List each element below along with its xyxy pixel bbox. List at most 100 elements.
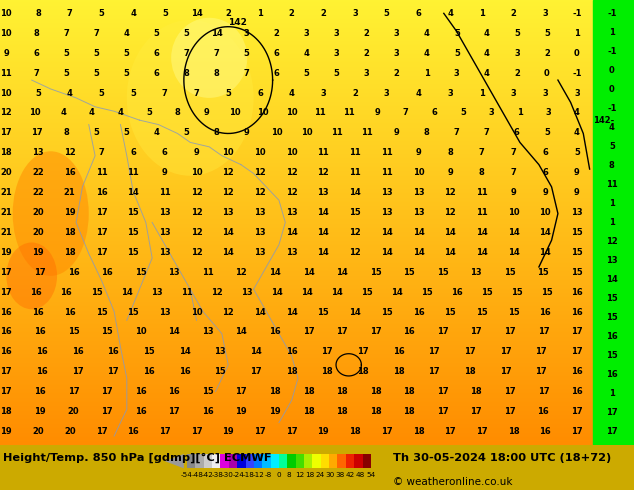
- Text: 13: 13: [254, 228, 266, 237]
- Text: 16: 16: [68, 268, 79, 277]
- Text: 18: 18: [336, 387, 348, 396]
- Text: 3: 3: [352, 9, 358, 18]
- Text: 14: 14: [250, 347, 262, 356]
- Text: 15: 15: [127, 248, 139, 257]
- Text: 18: 18: [403, 387, 415, 396]
- Text: 20: 20: [32, 427, 44, 436]
- Text: 9: 9: [394, 128, 399, 137]
- Text: 14: 14: [540, 228, 551, 237]
- Text: 17: 17: [336, 327, 348, 337]
- Text: 15: 15: [134, 268, 146, 277]
- Text: 14: 14: [191, 9, 202, 18]
- Text: 9: 9: [415, 148, 422, 157]
- Bar: [329, 454, 337, 468]
- Text: 17: 17: [101, 407, 113, 416]
- Text: 15: 15: [127, 308, 139, 317]
- Text: 18: 18: [305, 472, 314, 478]
- Text: 5: 5: [63, 49, 69, 58]
- Text: 12: 12: [210, 288, 223, 296]
- Text: 15: 15: [571, 248, 583, 257]
- Text: 9: 9: [574, 188, 580, 197]
- Text: 21: 21: [1, 208, 12, 217]
- Text: 3: 3: [364, 69, 370, 77]
- Text: 12: 12: [223, 308, 234, 317]
- Text: 14: 14: [120, 288, 133, 296]
- Text: 7: 7: [454, 128, 460, 137]
- Bar: [287, 454, 295, 468]
- Text: © weatheronline.co.uk: © weatheronline.co.uk: [393, 477, 512, 487]
- Text: 48: 48: [356, 472, 365, 478]
- Text: 17: 17: [437, 407, 448, 416]
- Text: -18: -18: [242, 472, 254, 478]
- Text: 5: 5: [225, 89, 231, 98]
- Text: 17: 17: [476, 427, 488, 436]
- Bar: [321, 454, 329, 468]
- Text: 8: 8: [34, 29, 39, 38]
- Text: 14: 14: [444, 248, 456, 257]
- Text: 12: 12: [64, 148, 75, 157]
- Bar: [245, 454, 254, 468]
- Text: 14: 14: [318, 228, 329, 237]
- Text: 4: 4: [153, 128, 159, 137]
- Text: 15: 15: [381, 308, 392, 317]
- Text: 6: 6: [415, 9, 422, 18]
- Text: 16: 16: [32, 308, 44, 317]
- Text: 5: 5: [514, 29, 520, 38]
- Text: 9: 9: [162, 168, 168, 177]
- Text: 16: 16: [571, 308, 583, 317]
- Text: 15: 15: [508, 308, 519, 317]
- Text: -54: -54: [181, 472, 193, 478]
- Text: 14: 14: [508, 228, 519, 237]
- Bar: [593, 0, 634, 445]
- Text: 14: 14: [381, 228, 392, 237]
- Text: 13: 13: [202, 327, 214, 337]
- Text: 9: 9: [574, 168, 580, 177]
- Text: 5: 5: [454, 29, 460, 38]
- Text: 8: 8: [479, 168, 485, 177]
- Text: 16: 16: [202, 407, 214, 416]
- Text: 4: 4: [60, 108, 67, 118]
- Text: 20: 20: [64, 427, 75, 436]
- Text: 16: 16: [1, 347, 12, 356]
- Text: -1: -1: [607, 47, 616, 56]
- Text: 17: 17: [302, 327, 314, 337]
- Text: 1: 1: [609, 28, 615, 37]
- Text: 1: 1: [609, 389, 615, 398]
- Text: 13: 13: [470, 268, 482, 277]
- Text: 9: 9: [3, 49, 10, 58]
- Text: 14: 14: [286, 308, 297, 317]
- Text: 2: 2: [364, 49, 370, 58]
- Text: 13: 13: [381, 188, 392, 197]
- Text: 7: 7: [479, 148, 485, 157]
- Text: 14: 14: [318, 248, 329, 257]
- Text: 14: 14: [286, 228, 297, 237]
- Text: 6: 6: [514, 128, 520, 137]
- Text: 19: 19: [32, 248, 44, 257]
- Text: 16: 16: [179, 368, 191, 376]
- Text: 8: 8: [424, 128, 430, 137]
- Text: 17: 17: [429, 368, 440, 376]
- Text: 22: 22: [32, 168, 44, 177]
- Text: 9: 9: [374, 108, 380, 118]
- Text: 21: 21: [1, 188, 12, 197]
- Bar: [221, 454, 229, 468]
- Text: 14: 14: [381, 248, 392, 257]
- Text: 4: 4: [447, 9, 453, 18]
- Text: 9: 9: [193, 148, 200, 157]
- Text: 18: 18: [64, 228, 75, 237]
- Ellipse shape: [127, 20, 254, 176]
- Text: 18: 18: [1, 407, 12, 416]
- Text: 4: 4: [67, 89, 73, 98]
- Text: 5: 5: [93, 69, 100, 77]
- Text: 10: 10: [257, 108, 269, 118]
- Text: 6: 6: [34, 49, 39, 58]
- Text: 3: 3: [394, 49, 399, 58]
- Text: 20: 20: [68, 407, 79, 416]
- Text: 6: 6: [153, 69, 159, 77]
- Text: 16: 16: [64, 168, 75, 177]
- Text: -1: -1: [573, 9, 581, 18]
- Bar: [212, 454, 221, 468]
- Text: 16: 16: [1, 308, 12, 317]
- Text: 17: 17: [1, 268, 12, 277]
- Text: 18: 18: [508, 427, 519, 436]
